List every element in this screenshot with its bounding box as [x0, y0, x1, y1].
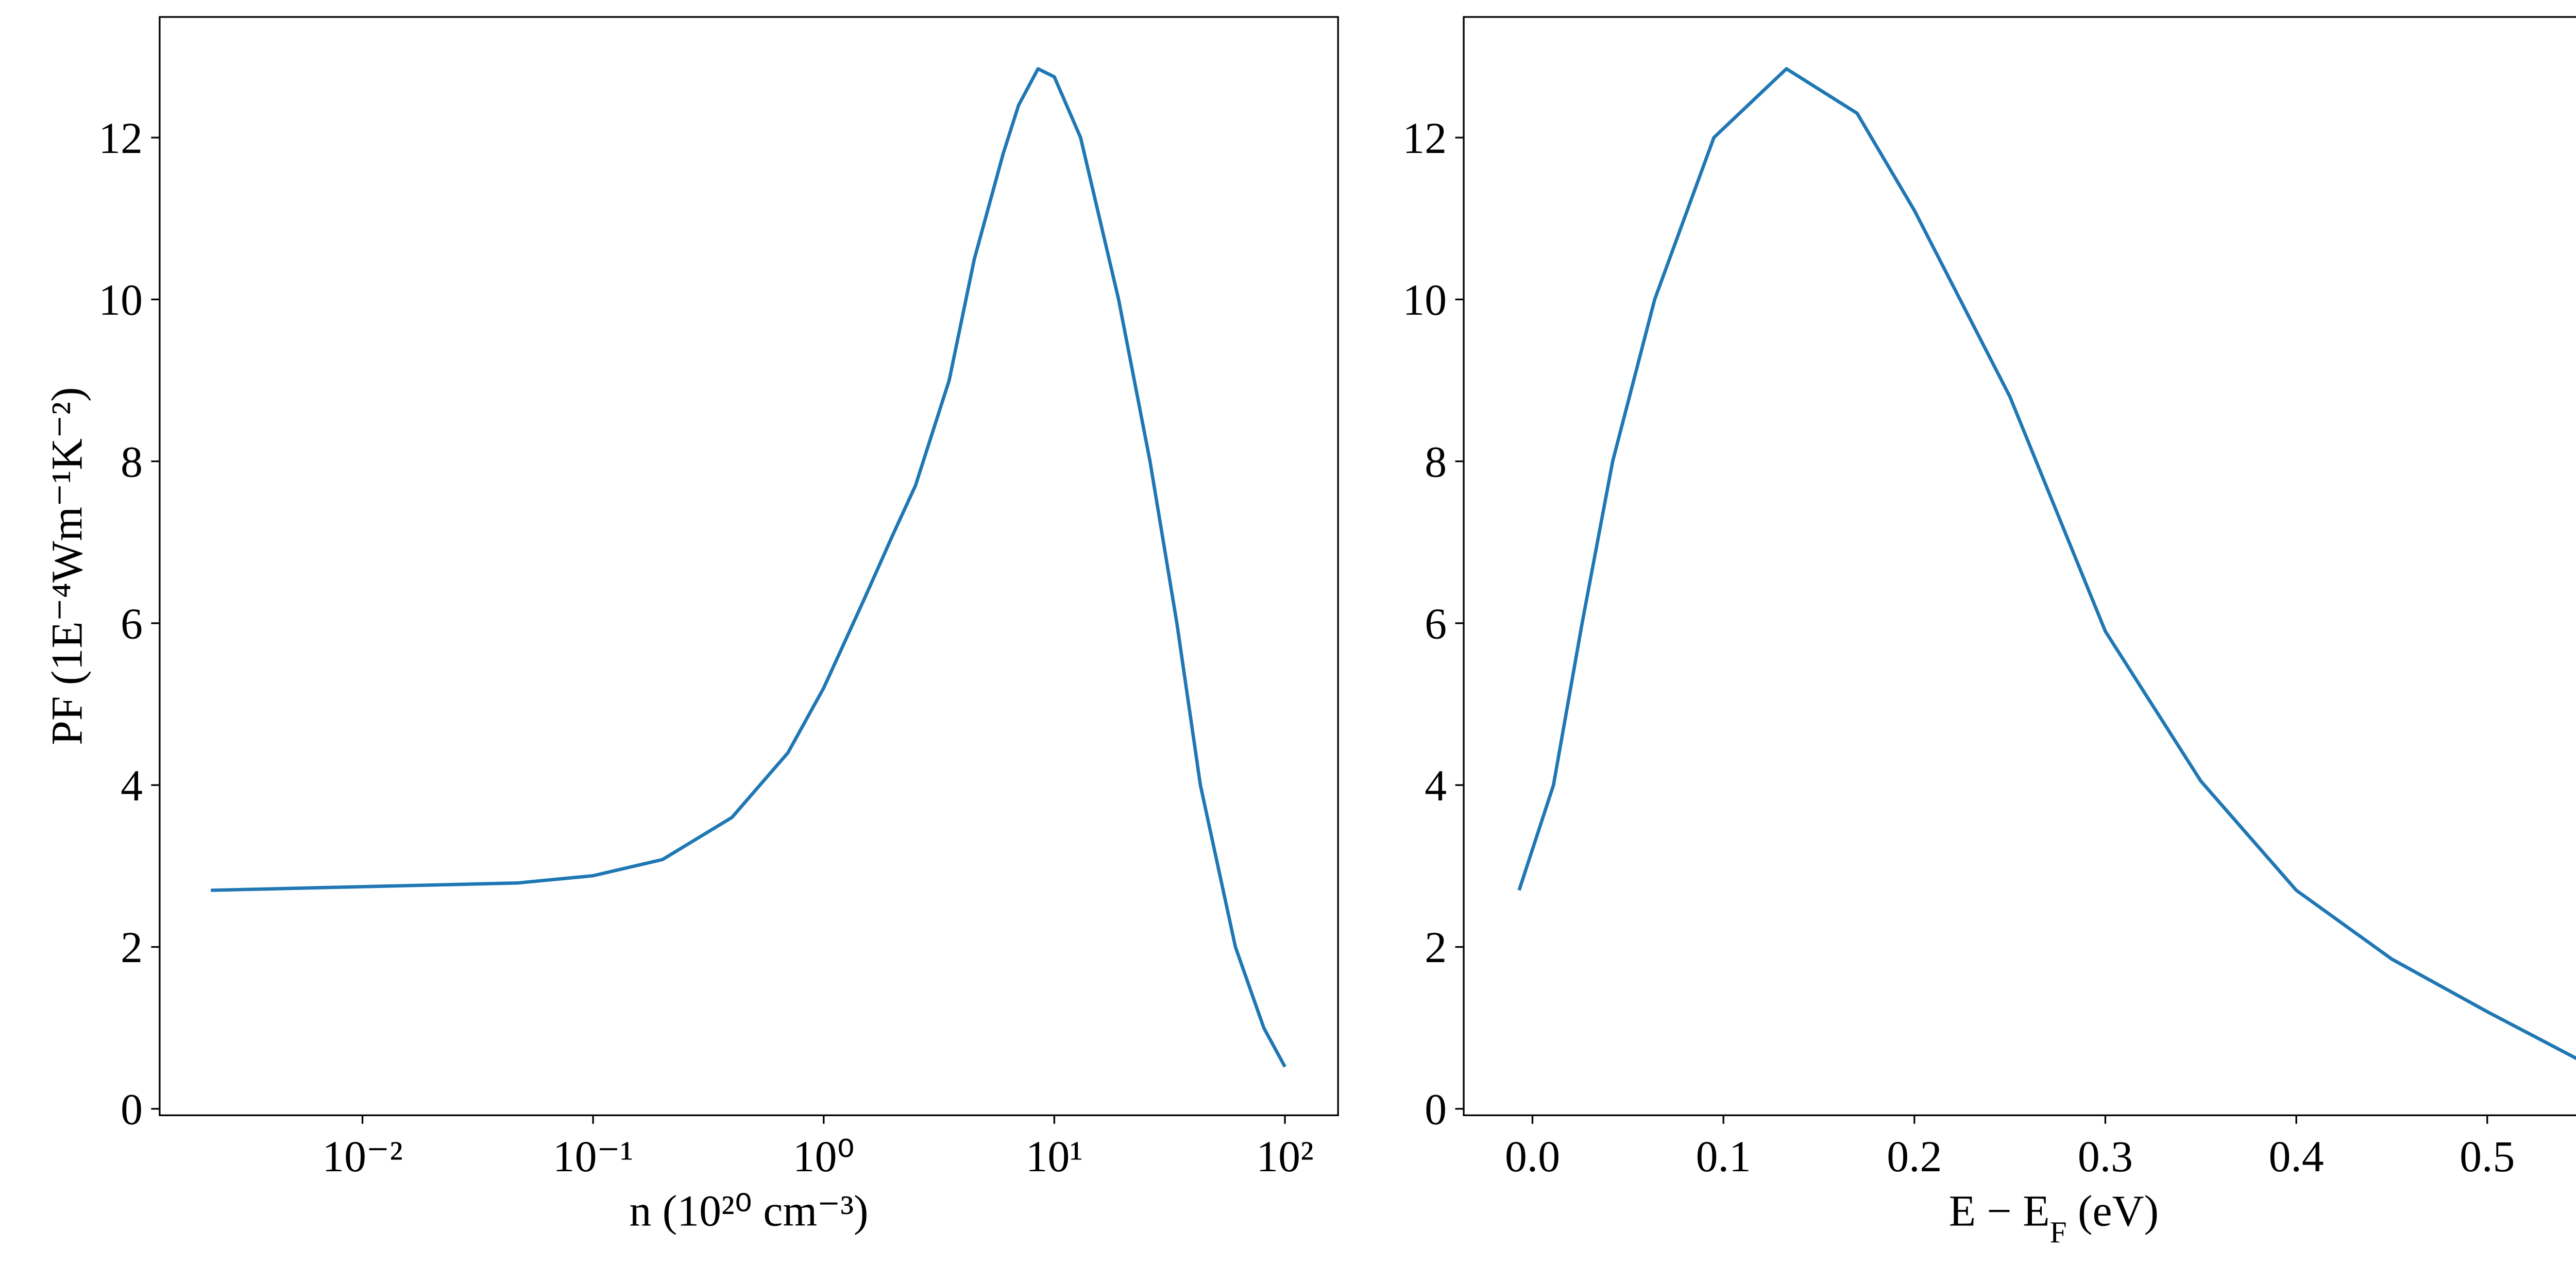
x-tick-label: 10⁻¹: [553, 1132, 634, 1181]
x-tick-label: 0.3: [2078, 1132, 2133, 1181]
x-axis-label: n (10²⁰ cm⁻³): [629, 1187, 868, 1236]
x-axis-label-part: (eV): [2067, 1187, 2159, 1236]
y-tick-label: 10: [1402, 276, 1447, 324]
x-tick-label: 0.0: [1505, 1132, 1560, 1181]
plot-frame: [159, 16, 1339, 1116]
y-tick-label: 6: [1425, 600, 1447, 648]
y-tick-label: 2: [1425, 923, 1447, 972]
plot-frame: [1463, 16, 2576, 1116]
y-tick-label: 4: [121, 761, 143, 810]
x-tick-label: 10⁰: [793, 1132, 855, 1181]
x-axis-label-part: n (10²⁰ cm⁻³): [629, 1187, 868, 1236]
x-axis-label: E − EF (eV): [1949, 1187, 2159, 1250]
y-tick-label: 6: [121, 600, 143, 648]
data-line: [1517, 67, 2576, 1061]
x-axis-label-part: F: [2050, 1216, 2067, 1250]
x-tick-label: 10¹: [1026, 1132, 1083, 1181]
x-tick-label: 10⁻²: [322, 1132, 403, 1181]
x-tick-label: 0.2: [1887, 1132, 1942, 1181]
x-tick-label: 10²: [1256, 1132, 1313, 1181]
y-tick-label: 0: [1425, 1085, 1447, 1134]
x-tick-label: 0.4: [2269, 1132, 2324, 1181]
y-axis-label: PF (1E⁻⁴Wm⁻¹K⁻²): [42, 387, 91, 745]
data-line: [211, 67, 1286, 1068]
y-tick-label: 10: [98, 276, 143, 324]
y-tick-label: 12: [1402, 114, 1447, 163]
y-tick-label: 0: [121, 1085, 143, 1134]
y-tick-label: 8: [1425, 437, 1447, 486]
x-tick-label: 0.5: [2460, 1132, 2515, 1181]
x-tick-label: 0.1: [1696, 1132, 1751, 1181]
x-axis-label-part: E − E: [1949, 1187, 2050, 1236]
y-tick-label: 4: [1425, 761, 1447, 810]
y-tick-label: 2: [121, 923, 143, 972]
y-tick-label: 8: [121, 437, 143, 486]
y-tick-label: 12: [98, 114, 143, 163]
